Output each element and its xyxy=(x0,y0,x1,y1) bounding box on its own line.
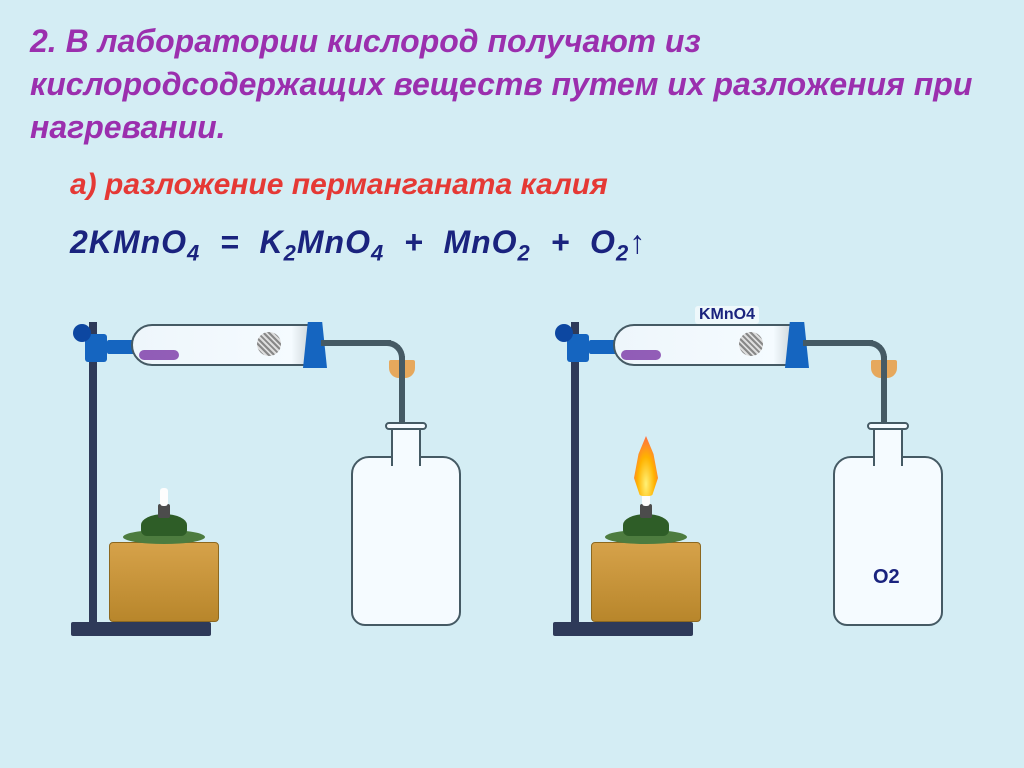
flask-body xyxy=(833,456,943,626)
flask-neck xyxy=(391,426,421,466)
stand-rod xyxy=(571,322,579,622)
flask-neck xyxy=(873,426,903,466)
burner-base xyxy=(109,542,219,622)
burner-base xyxy=(591,542,701,622)
burner-stem xyxy=(640,504,652,518)
subheading: а) разложение перманганата калия xyxy=(70,168,994,202)
clamp-knob xyxy=(555,324,573,342)
cotton-plug xyxy=(257,332,281,356)
flask-label: O2 xyxy=(873,566,900,589)
clamp-knob xyxy=(73,324,91,342)
cotton-plug xyxy=(739,332,763,356)
collection-flask: O2 xyxy=(833,426,943,626)
flame xyxy=(631,436,661,496)
burner-stem xyxy=(158,504,170,518)
stand-base xyxy=(71,622,211,636)
stand-base xyxy=(553,622,693,636)
stand-rod xyxy=(89,322,97,622)
kmno4-substance xyxy=(139,350,179,360)
delivery-tube-h xyxy=(803,340,873,346)
apparatus-left xyxy=(61,296,481,636)
flask-body xyxy=(351,456,461,626)
flask-lip xyxy=(867,422,909,430)
apparatus-diagrams: KMnO4 O2 xyxy=(30,296,994,636)
delivery-tube-h xyxy=(321,340,391,346)
chemical-equation: 2KMnO4 = K2MnO4 + MnO2 + O2↑ xyxy=(70,224,994,266)
kmno4-substance xyxy=(621,350,661,360)
collection-flask xyxy=(351,426,461,626)
burner-wick xyxy=(160,488,168,506)
flask-lip xyxy=(385,422,427,430)
apparatus-right: KMnO4 O2 xyxy=(543,296,963,636)
tube-label: KMnO4 xyxy=(695,306,759,324)
main-heading: 2. В лаборатории кислород получают из ки… xyxy=(30,20,994,150)
